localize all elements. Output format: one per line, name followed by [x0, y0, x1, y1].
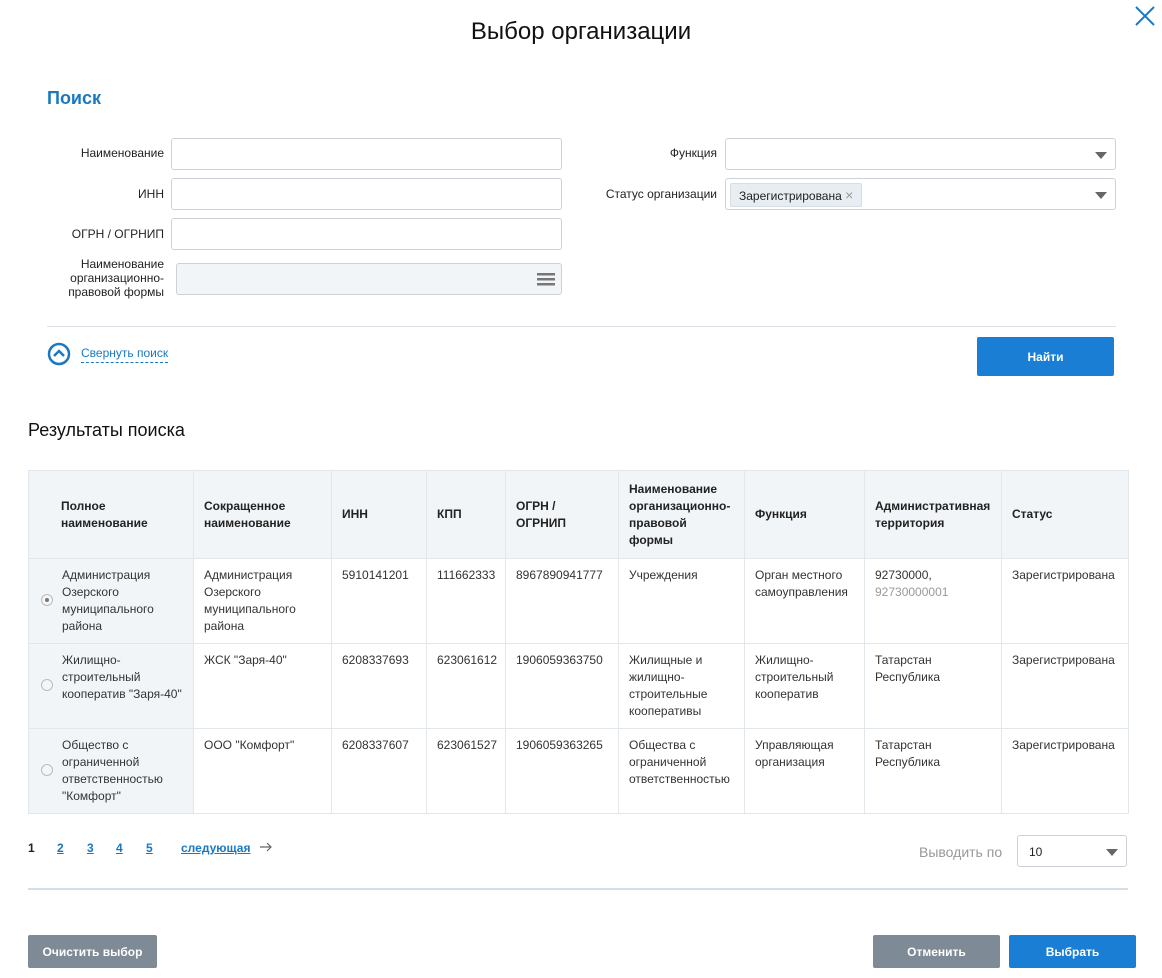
col-function: Функция: [744, 470, 865, 559]
name-label: Наименование: [80, 146, 164, 160]
chevron-down-icon: [1095, 152, 1107, 159]
menu-icon[interactable]: [537, 272, 555, 286]
col-opf: Наименование организационно-правовой фор…: [618, 470, 745, 559]
cell-function: Орган местного самоуправления: [744, 558, 865, 644]
next-page-link[interactable]: следующая: [181, 841, 251, 855]
cell-opf: Учреждения: [618, 558, 745, 644]
status-select[interactable]: Зарегистрирована ×: [725, 178, 1116, 210]
territory-code: 92730000001: [875, 585, 949, 599]
cell-full: Жилищно-строительный кооператив "Заря-40…: [62, 653, 182, 701]
divider: [47, 326, 1116, 327]
dialog-title: Выбор организации: [470, 18, 692, 45]
territory-main: 92730000,: [875, 568, 932, 582]
cell-function: Жилищно-строительный кооператив: [744, 643, 865, 729]
table-row[interactable]: Жилищно-строительный кооператив "Заря-40…: [28, 643, 1129, 729]
status-label: Статус организации: [605, 187, 717, 201]
cell-kpp: 623061612: [426, 643, 506, 729]
cell-status: Зарегистрирована: [1001, 643, 1129, 729]
cell-ogrn: 1906059363265: [505, 728, 619, 814]
clear-selection-button[interactable]: Очистить выбор: [28, 935, 157, 968]
cell-inn: 6208337693: [331, 643, 427, 729]
page-3-link[interactable]: 3: [87, 841, 94, 855]
ogrn-input[interactable]: [171, 218, 562, 250]
close-icon[interactable]: [1133, 4, 1157, 28]
search-heading: Поиск: [47, 88, 102, 108]
cell-kpp: 623061527: [426, 728, 506, 814]
cell-territory: Татарстан Республика: [864, 728, 1002, 814]
cell-opf: Жилищные и жилищно-строительные кооперат…: [618, 643, 745, 729]
col-territory: Административная территория: [864, 470, 1002, 559]
collapse-search-link[interactable]: Свернуть поиск: [81, 346, 169, 363]
status-tag: Зарегистрирована ×: [730, 183, 863, 207]
page-2-link[interactable]: 2: [57, 841, 64, 855]
cell-status: Зарегистрирована: [1001, 728, 1129, 814]
footer-divider: [28, 888, 1128, 890]
opf-input[interactable]: [176, 263, 562, 295]
cell-status: Зарегистрирована: [1001, 558, 1129, 644]
arrow-right-icon[interactable]: [259, 841, 273, 853]
cell-kpp: 111662333: [426, 558, 506, 644]
results-table: Полное наименование Сокращенное наименов…: [28, 470, 1129, 814]
cell-territory: 92730000, 92730000001: [864, 558, 1002, 644]
col-short-name: Сокращенное наименование: [193, 470, 332, 559]
table-row[interactable]: Общество с ограниченной ответственностью…: [28, 728, 1129, 814]
chevron-down-icon: [1106, 849, 1118, 856]
cell-full: Общество с ограниченной ответственностью…: [62, 738, 163, 803]
row-radio[interactable]: [41, 764, 53, 776]
chevron-down-icon: [1095, 192, 1107, 199]
per-page-select[interactable]: 10: [1017, 835, 1127, 867]
inn-label: ИНН: [138, 187, 164, 201]
row-radio[interactable]: [41, 679, 53, 691]
per-page-value: 10: [1029, 845, 1043, 859]
table-header: Полное наименование Сокращенное наименов…: [28, 470, 1129, 559]
opf-label: Наименование организационно-правовой фор…: [68, 257, 164, 299]
cell-inn: 5910141201: [331, 558, 427, 644]
cell-full: Администрация Озерского муниципального р…: [62, 568, 154, 633]
cancel-button[interactable]: Отменить: [873, 935, 1000, 968]
col-ogrn: ОГРН / ОГРНИП: [505, 470, 619, 559]
cell-short: ЖСК "Заря-40": [193, 643, 332, 729]
cell-inn: 6208337607: [331, 728, 427, 814]
page-5-link[interactable]: 5: [146, 841, 153, 855]
cell-function: Управляющая организация: [744, 728, 865, 814]
col-full-name: Полное наименование: [28, 470, 194, 559]
results-heading: Результаты поиска: [28, 420, 185, 440]
ogrn-label: ОГРН / ОГРНИП: [71, 227, 164, 241]
col-kpp: КПП: [426, 470, 506, 559]
status-tag-label: Зарегистрирована: [739, 189, 842, 203]
table-row[interactable]: Администрация Озерского муниципального р…: [28, 558, 1129, 644]
find-button[interactable]: Найти: [977, 337, 1114, 376]
per-page-label: Выводить по: [919, 844, 1003, 860]
inn-input[interactable]: [171, 178, 562, 210]
cell-short: ООО "Комфорт": [193, 728, 332, 814]
cell-ogrn: 8967890941777: [505, 558, 619, 644]
col-status: Статус: [1001, 470, 1129, 559]
page-4-link[interactable]: 4: [116, 841, 123, 855]
cell-ogrn: 1906059363750: [505, 643, 619, 729]
col-inn: ИНН: [331, 470, 427, 559]
cell-territory: Татарстан Республика: [864, 643, 1002, 729]
chevron-up-circle-icon[interactable]: [47, 342, 71, 366]
function-label: Функция: [669, 146, 717, 160]
select-button[interactable]: Выбрать: [1009, 935, 1136, 968]
cell-opf: Общества с ограниченной ответственностью: [618, 728, 745, 814]
name-input[interactable]: [171, 138, 562, 170]
row-radio[interactable]: [41, 594, 53, 606]
function-select[interactable]: [725, 138, 1116, 170]
cell-short: Администрация Озерского муниципального р…: [193, 558, 332, 644]
page-1-current: 1: [28, 841, 35, 855]
remove-tag-icon[interactable]: ×: [845, 187, 854, 203]
